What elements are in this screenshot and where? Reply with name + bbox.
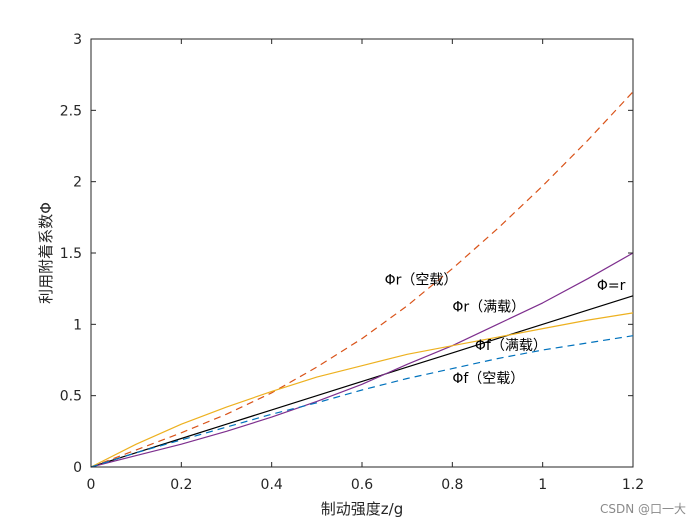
x-tick-label: 0.4 bbox=[261, 477, 283, 493]
y-tick-label: 2.5 bbox=[60, 103, 82, 119]
series-line-3 bbox=[90, 312, 634, 468]
series-line-0 bbox=[90, 295, 634, 468]
y-tick-label: 0.5 bbox=[60, 389, 82, 405]
x-axis-title: 制动强度z/g bbox=[321, 500, 403, 518]
y-tick-label: 0 bbox=[73, 460, 82, 476]
annotation-label: Φf（空载） bbox=[452, 371, 524, 387]
annotation-label: Φr（满载） bbox=[452, 299, 525, 315]
y-axis-title: 利用附着系数Φ bbox=[37, 202, 55, 304]
annotation-label: Φf（满载） bbox=[475, 338, 547, 354]
x-tick-label: 0.8 bbox=[441, 477, 463, 493]
series-line-2 bbox=[90, 252, 634, 468]
y-tick-label: 1 bbox=[73, 317, 82, 333]
x-tick-label: 1 bbox=[538, 477, 547, 493]
annotation-label: Φr（空载） bbox=[385, 272, 458, 288]
x-tick-label: 0.6 bbox=[351, 477, 373, 493]
y-tick-label: 3 bbox=[73, 32, 82, 48]
y-tick-label: 2 bbox=[73, 175, 82, 191]
series-line-1 bbox=[90, 91, 634, 468]
x-tick-label: 0 bbox=[87, 477, 96, 493]
plot-area bbox=[90, 38, 634, 468]
y-tick-label: 1.5 bbox=[60, 246, 82, 262]
annotation-label: Φ=r bbox=[597, 278, 626, 294]
x-tick-label: 0.2 bbox=[170, 477, 192, 493]
watermark: CSDN @口一大 bbox=[599, 502, 686, 516]
x-tick-label: 1.2 bbox=[622, 477, 644, 493]
series-line-4 bbox=[90, 335, 634, 468]
